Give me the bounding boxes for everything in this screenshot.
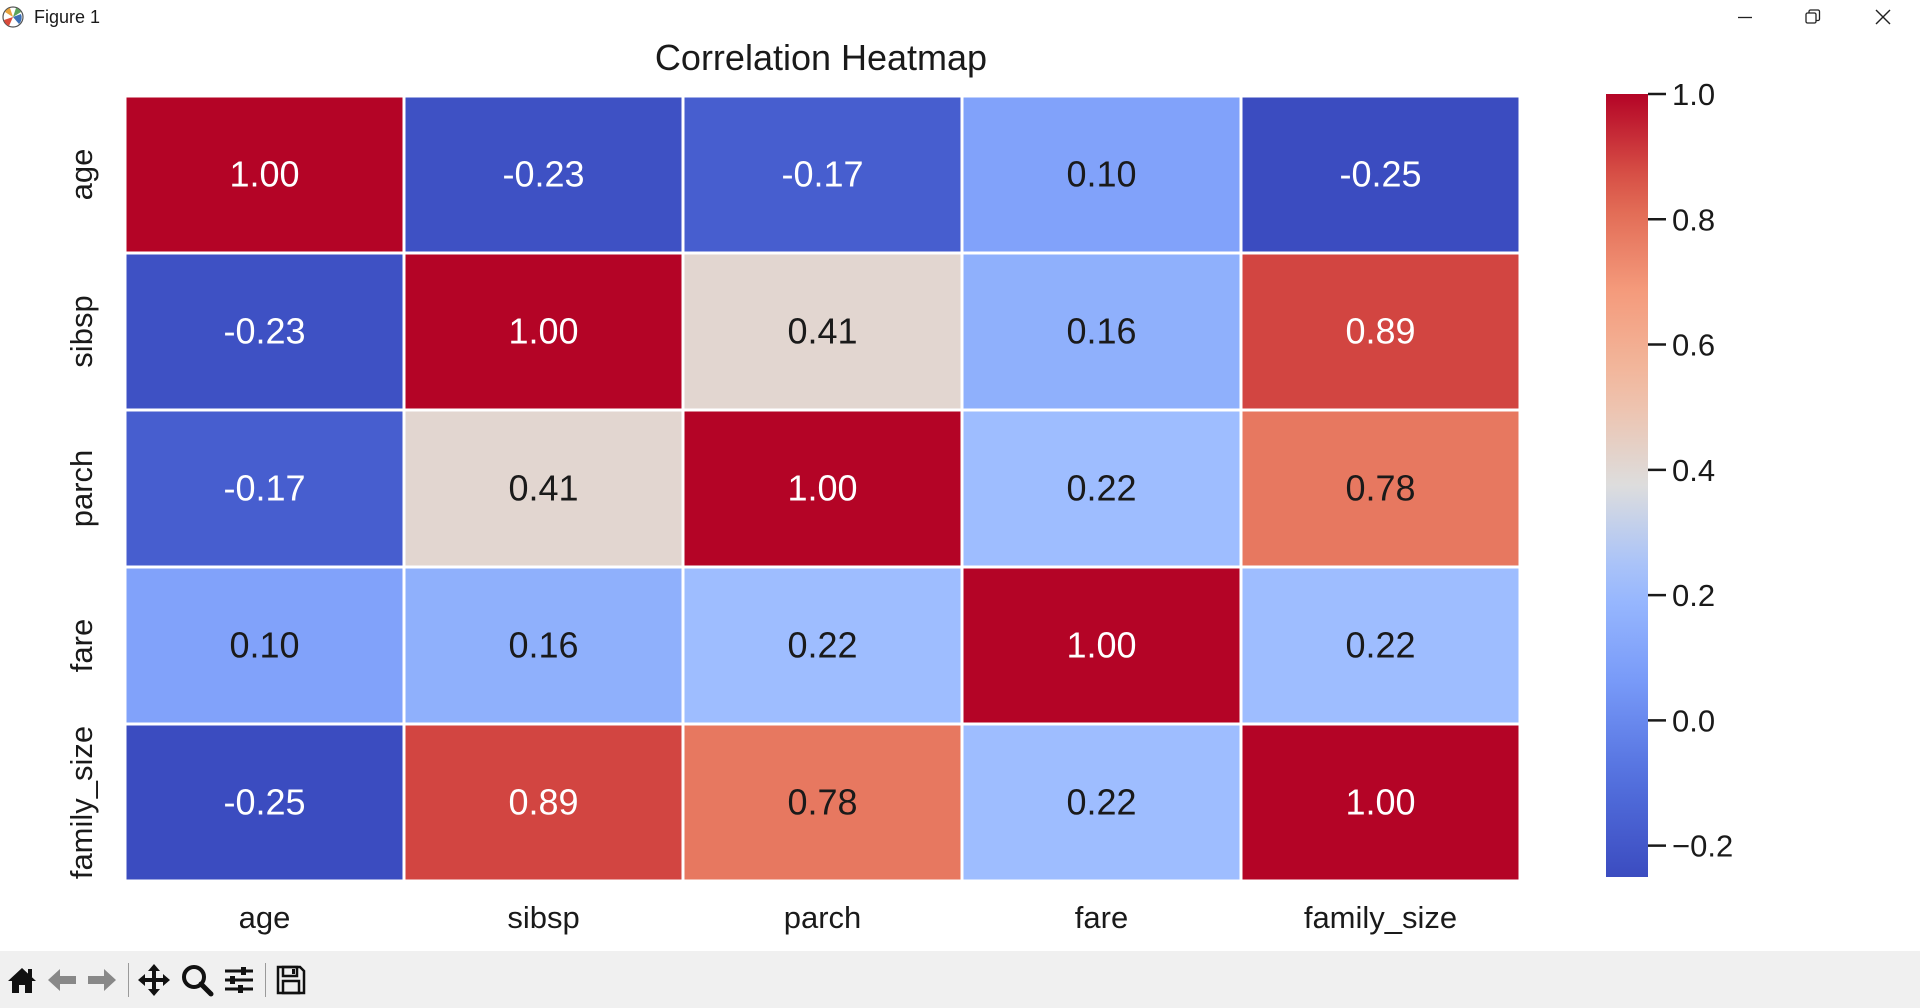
cell-value-label: -0.23 bbox=[502, 154, 584, 195]
move-icon bbox=[138, 964, 170, 996]
zoom-icon bbox=[182, 965, 214, 997]
colorbar-tick-label: 0.8 bbox=[1672, 202, 1715, 237]
cell-value-label: 0.10 bbox=[1066, 154, 1136, 195]
cell-value-label: 0.41 bbox=[787, 311, 857, 352]
zoom-button[interactable] bbox=[177, 959, 217, 1001]
cell-value-label: 0.89 bbox=[508, 782, 578, 823]
x-tick-label: parch bbox=[784, 900, 862, 935]
heatmap-cell bbox=[1239, 565, 1522, 726]
y-tick-label: fare bbox=[64, 619, 99, 672]
minimize-button[interactable] bbox=[1710, 0, 1780, 34]
cell-value-label: 1.00 bbox=[229, 154, 299, 195]
close-icon bbox=[1875, 9, 1891, 25]
heatmap-cell bbox=[960, 722, 1243, 883]
cell-value-label: 0.22 bbox=[1066, 468, 1136, 509]
colorbar-gradient bbox=[1606, 94, 1648, 877]
x-axis-tick-labels: age sibsp parch fare family_size bbox=[239, 900, 1458, 935]
cell-value-label: 1.00 bbox=[787, 468, 857, 509]
cell-value-label: 0.16 bbox=[1066, 311, 1136, 352]
cell-value-label: -0.25 bbox=[223, 782, 305, 823]
heatmap-cell bbox=[681, 94, 964, 255]
home-button[interactable] bbox=[2, 959, 42, 1001]
cell-value-label: 0.41 bbox=[508, 468, 578, 509]
heatmap-cell bbox=[960, 251, 1243, 412]
heatmap-cell bbox=[123, 722, 406, 883]
toolbar-separator bbox=[265, 963, 266, 997]
cell-value-label: 0.78 bbox=[787, 782, 857, 823]
colorbar-tick-label: 0.0 bbox=[1672, 703, 1715, 738]
y-tick-label: age bbox=[64, 149, 99, 201]
heatmap-chart: Correlation Heatmap 1.00 -0.23 -0.17 0.10 -0… bbox=[64, 37, 1733, 935]
cell-value-label: 0.22 bbox=[1345, 625, 1415, 666]
heatmap-cell bbox=[402, 722, 685, 883]
heatmap-cell bbox=[402, 565, 685, 726]
y-tick-label: family_size bbox=[64, 726, 99, 879]
heatmap-cells: 1.00 -0.23 -0.17 0.10 -0.25 -0.23 1.00 0.41 0.16… bbox=[123, 94, 1522, 883]
arrow-right-icon bbox=[88, 969, 116, 991]
colorbar-tick-label: 0.4 bbox=[1672, 453, 1715, 488]
heatmap-cell bbox=[123, 408, 406, 569]
cell-value-label: 1.00 bbox=[1345, 782, 1415, 823]
cell-value-label: 0.10 bbox=[229, 625, 299, 666]
toolbar-separator bbox=[128, 963, 129, 997]
cell-value-label: 1.00 bbox=[1066, 625, 1136, 666]
heatmap-cell bbox=[1239, 408, 1522, 569]
heatmap-cell bbox=[123, 565, 406, 726]
heatmap-cell bbox=[1239, 722, 1522, 883]
x-tick-label: sibsp bbox=[507, 900, 579, 935]
cell-value-label: -0.17 bbox=[223, 468, 305, 509]
window-titlebar: Figure 1 bbox=[0, 0, 1920, 34]
cell-value-label: -0.23 bbox=[223, 311, 305, 352]
cell-value-label: 0.89 bbox=[1345, 311, 1415, 352]
forward-button[interactable] bbox=[82, 959, 122, 1001]
window-title: Figure 1 bbox=[34, 7, 101, 27]
heatmap-cell bbox=[1239, 94, 1522, 255]
cell-value-label: 0.22 bbox=[1066, 782, 1136, 823]
cell-value-label: 1.00 bbox=[508, 311, 578, 352]
heatmap-cell bbox=[960, 565, 1243, 726]
restore-icon bbox=[1805, 9, 1821, 24]
x-tick-label: fare bbox=[1075, 900, 1128, 935]
cell-value-label: 0.78 bbox=[1345, 468, 1415, 509]
cell-value-label: -0.17 bbox=[781, 154, 863, 195]
colorbar-tick-label: −0.2 bbox=[1672, 829, 1733, 864]
heatmap-cell bbox=[681, 565, 964, 726]
save-icon bbox=[276, 965, 306, 995]
minimize-icon bbox=[1738, 16, 1752, 19]
cell-value-label: 0.16 bbox=[508, 625, 578, 666]
back-button[interactable] bbox=[42, 959, 82, 1001]
cell-value-label: 0.22 bbox=[787, 625, 857, 666]
restore-button[interactable] bbox=[1778, 0, 1848, 34]
y-tick-label: sibsp bbox=[64, 295, 99, 367]
heatmap-cell bbox=[123, 94, 406, 255]
close-button[interactable] bbox=[1848, 0, 1918, 34]
x-tick-label: age bbox=[239, 900, 291, 935]
colorbar-tick-label: 0.6 bbox=[1672, 328, 1715, 363]
arrow-left-icon bbox=[48, 969, 76, 991]
cell-value-label: -0.25 bbox=[1339, 154, 1421, 195]
colorbar: 1.0 0.8 0.6 0.4 0.2 0.0 −0.2 bbox=[1606, 77, 1733, 877]
matplotlib-app-icon bbox=[1, 5, 25, 29]
heatmap-cell bbox=[681, 408, 964, 569]
colorbar-tick-label: 1.0 bbox=[1672, 77, 1715, 112]
y-axis-tick-labels: age sibsp parch fare family_size bbox=[64, 149, 99, 880]
x-tick-label: family_size bbox=[1304, 900, 1457, 935]
sliders-icon bbox=[225, 967, 253, 993]
save-button[interactable] bbox=[271, 959, 311, 1001]
y-tick-label: parch bbox=[64, 450, 99, 528]
chart-title: Correlation Heatmap bbox=[655, 37, 987, 78]
figure-toolbar bbox=[0, 951, 1920, 1008]
heatmap-cell bbox=[402, 94, 685, 255]
home-icon bbox=[8, 968, 36, 993]
configure-subplots-button[interactable] bbox=[219, 959, 259, 1001]
colorbar-tick-label: 0.2 bbox=[1672, 578, 1715, 613]
heatmap-cell bbox=[1239, 251, 1522, 412]
pan-button[interactable] bbox=[134, 959, 174, 1001]
heatmap-cell bbox=[402, 251, 685, 412]
